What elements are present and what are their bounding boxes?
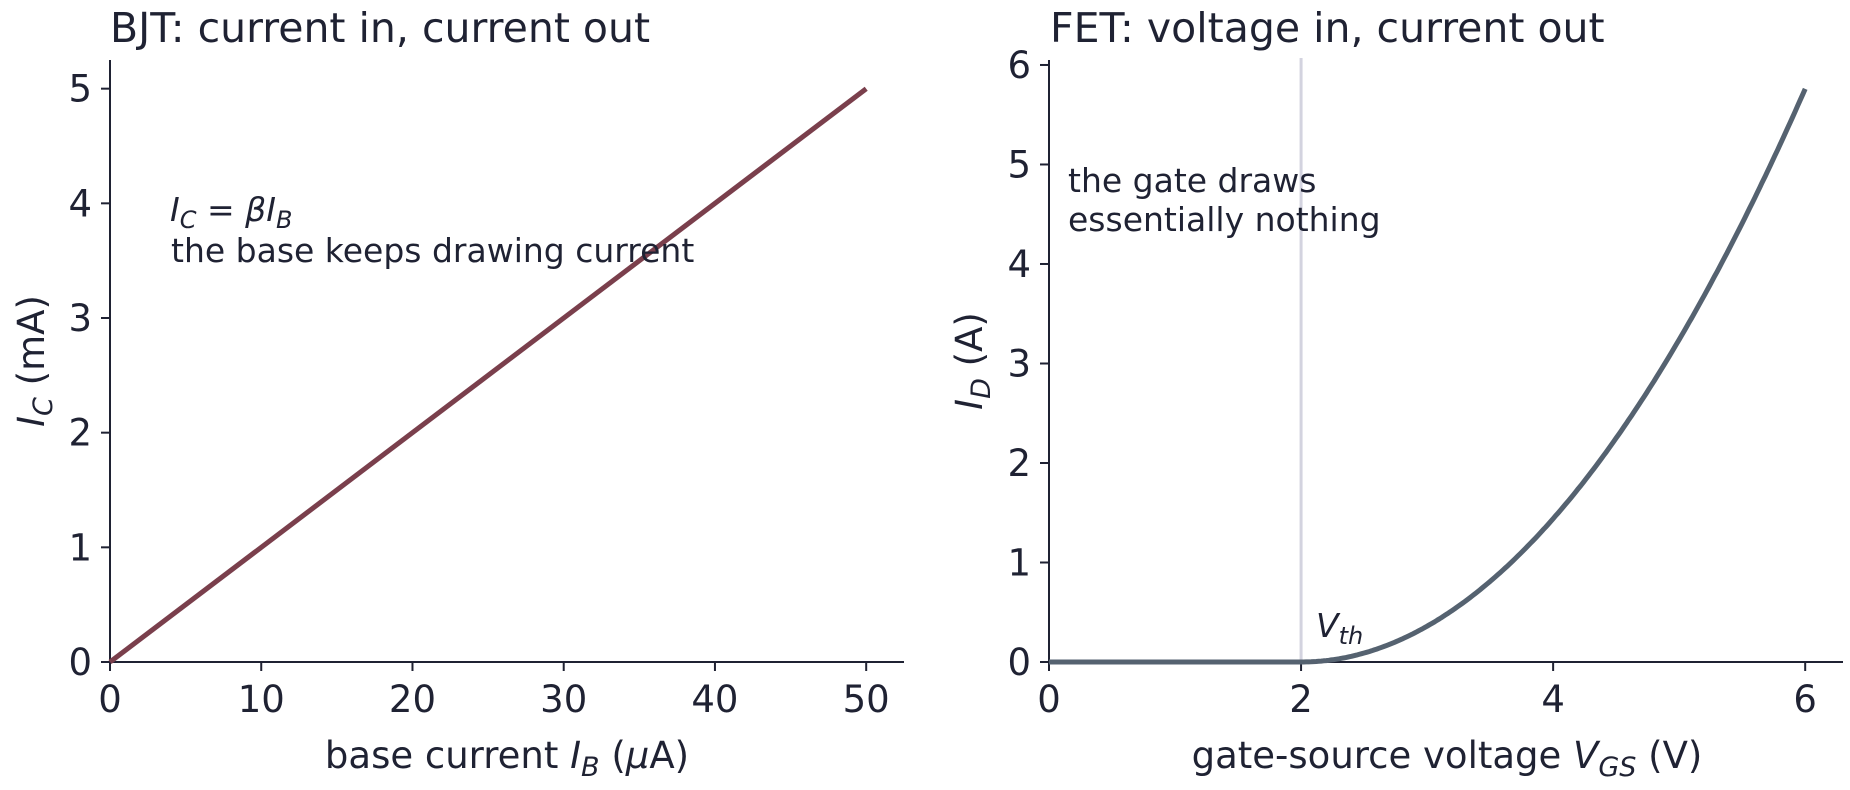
bjt-x-tick-label: 50: [843, 678, 890, 721]
fet-annotation-line-1: the gate draws: [1068, 161, 1316, 200]
fet-y-axis-label: ID (A): [948, 312, 997, 410]
fet-x-tick-label: 0: [1037, 678, 1061, 721]
fet-y-tick-label: 6: [1007, 44, 1031, 87]
bjt-x-tick-label: 40: [691, 678, 738, 721]
fet-x-axis-label: gate-source voltage VGS (V): [1192, 734, 1703, 783]
bjt-annotation: IC = βIB the base keeps drawing current: [170, 190, 694, 270]
fet-y-tick-label: 0: [1007, 641, 1031, 684]
fet-panel: FET: voltage in, current out 0 2 4 6 0 1 2 3 4 5 6…: [948, 4, 1843, 783]
bjt-y-tick-label: 5: [68, 68, 92, 111]
bjt-y-tick-label: 2: [68, 412, 92, 455]
fet-x-tick-label: 6: [1793, 678, 1817, 721]
bjt-x-axis-label: base current IB (μA): [325, 734, 689, 783]
threshold-label: Vth: [1316, 606, 1363, 650]
bjt-y-tick-label: 3: [68, 297, 92, 340]
fet-y-tick-label: 5: [1007, 143, 1031, 186]
fet-series-line: [1049, 87, 1808, 665]
fet-y-tick-label: 1: [1007, 541, 1031, 584]
fet-y-tick-label: 2: [1007, 442, 1031, 485]
fet-ticks: 0 2 4 6 0 1 2 3 4 5 6: [1007, 44, 1817, 721]
bjt-y-tick-label: 4: [68, 182, 92, 225]
bjt-y-tick-label: 1: [68, 526, 92, 569]
bjt-x-tick-label: 10: [238, 678, 285, 721]
bjt-annotation-text: the base keeps drawing current: [171, 231, 694, 270]
bjt-equation: IC = βIB: [170, 190, 292, 234]
bjt-x-tick-label: 0: [98, 678, 122, 721]
fet-annotation-line-2: essentially nothing: [1068, 200, 1381, 239]
bjt-series-line: [108, 86, 868, 664]
fet-chart-title: FET: voltage in, current out: [1050, 4, 1605, 52]
fet-y-tick-label: 4: [1007, 243, 1031, 286]
bjt-x-tick-label: 20: [389, 678, 436, 721]
bjt-y-axis-label: IC (mA): [10, 295, 59, 427]
bjt-y-tick-label: 0: [68, 641, 92, 684]
bjt-ticks: 0 10 20 30 40 50 0 1 2 3 4 5: [68, 68, 889, 721]
bjt-x-tick-label: 30: [540, 678, 587, 721]
fet-x-tick-label: 2: [1289, 678, 1313, 721]
fet-x-tick-label: 4: [1541, 678, 1565, 721]
fet-annotation: the gate draws essentially nothing: [1068, 161, 1381, 239]
bjt-panel: BJT: current in, current out 0 10 20 30 40 50…: [10, 4, 904, 783]
bjt-chart-title: BJT: current in, current out: [110, 4, 650, 52]
fet-y-tick-label: 3: [1007, 342, 1031, 385]
